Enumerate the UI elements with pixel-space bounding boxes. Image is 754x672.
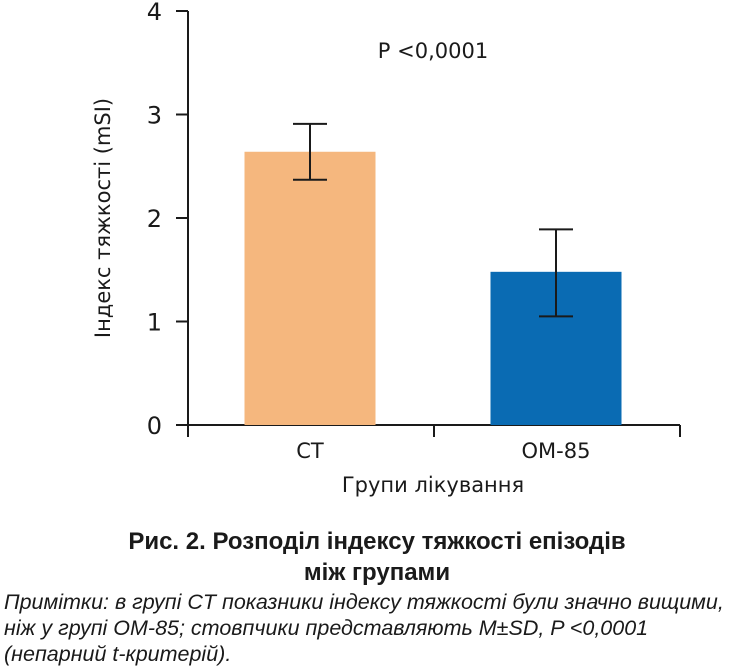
y-axis: 0 1 2 3 4 (147, 0, 189, 440)
x-axis-label: Групи лікування (342, 473, 524, 497)
y-tick-label: 0 (147, 412, 162, 440)
y-tick-label: 3 (147, 102, 162, 130)
x-axis: CT OM-85 (187, 424, 681, 463)
y-tick-label: 1 (147, 309, 162, 337)
figure-caption-note: Примітки: в групі CT показники індексу т… (4, 590, 724, 666)
caption-title-line2: між групами (303, 559, 451, 586)
caption-title-line1: Рис. 2. Розподіл індексу тяжкості епізод… (128, 528, 626, 555)
p-value-annotation: P <0,0001 (378, 39, 488, 63)
x-tick-label: CT (296, 439, 324, 463)
bar-chart: 0 1 2 3 4 CT OM-85 Індекс тяжкості (mSI) Груп… (91, 0, 681, 497)
x-tick-label: OM-85 (522, 439, 591, 463)
bars (244, 122, 622, 425)
figure-caption-title: Рис. 2. Розподіл індексу тяжкості епізод… (0, 526, 754, 588)
y-axis-label: Індекс тяжкості (mSI) (91, 98, 115, 338)
y-tick-label: 4 (147, 0, 162, 26)
y-tick-label: 2 (147, 205, 162, 233)
bar-ct (244, 151, 376, 425)
